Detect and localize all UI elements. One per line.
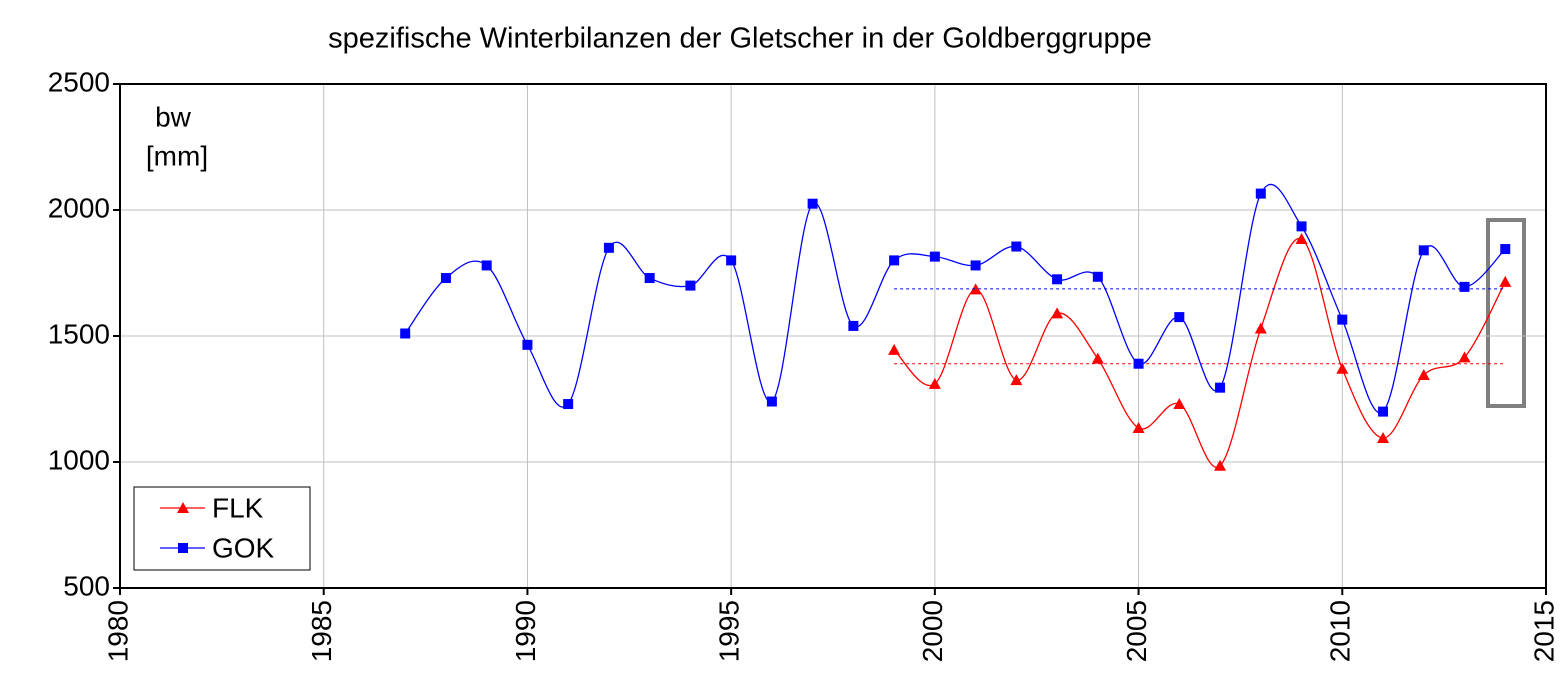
data-point xyxy=(888,343,901,355)
data-point xyxy=(603,242,614,253)
y-tick-label: 500 xyxy=(63,570,110,601)
data-point xyxy=(929,251,940,262)
data-point xyxy=(440,273,451,284)
data-point xyxy=(1174,312,1185,323)
x-tick-label: 1995 xyxy=(714,600,745,662)
data-point xyxy=(1051,307,1064,319)
data-point xyxy=(563,399,574,410)
data-point xyxy=(1132,421,1145,433)
data-point xyxy=(481,260,492,271)
data-point xyxy=(644,273,655,284)
y-tick-label: 1500 xyxy=(48,318,110,349)
data-point xyxy=(1418,245,1429,256)
data-point xyxy=(1255,188,1266,199)
data-point xyxy=(1011,241,1022,252)
data-point xyxy=(1295,232,1308,244)
legend-label: FLK xyxy=(212,492,264,523)
data-point xyxy=(969,283,982,295)
data-point xyxy=(1092,271,1103,282)
data-point xyxy=(1052,274,1063,285)
y-axis-label: [mm] xyxy=(146,140,208,171)
data-point xyxy=(1499,275,1512,287)
legend-box xyxy=(133,486,311,571)
legend: FLK GOK xyxy=(133,486,311,571)
legend-marker xyxy=(178,543,188,553)
series-line xyxy=(404,184,1506,414)
data-point xyxy=(1417,369,1430,381)
x-tick-label: 1980 xyxy=(102,600,133,662)
data-point xyxy=(807,198,818,209)
data-point xyxy=(1296,221,1307,232)
data-point xyxy=(1337,314,1348,325)
data-point xyxy=(1377,432,1390,444)
x-tick-label: 1985 xyxy=(306,600,337,662)
data-point xyxy=(400,328,411,339)
legend-marker xyxy=(177,502,189,513)
x-tick-label: 2005 xyxy=(1121,600,1152,662)
x-tick-label: 2010 xyxy=(1325,600,1356,662)
legend-label: GOK xyxy=(212,532,275,563)
y-tick-label: 2000 xyxy=(48,192,110,223)
y-tick-label: 1000 xyxy=(48,444,110,475)
data-point xyxy=(726,255,737,266)
data-point xyxy=(1133,358,1144,369)
data-point xyxy=(1500,244,1511,255)
data-point xyxy=(889,255,900,266)
data-point xyxy=(1336,362,1349,374)
data-point xyxy=(766,396,777,407)
y-axis-label: bw xyxy=(155,101,192,132)
y-tick-label: 2500 xyxy=(48,66,110,97)
x-tick-label: 1990 xyxy=(510,600,541,662)
data-point xyxy=(1215,382,1226,393)
data-point xyxy=(1458,351,1471,363)
data-point xyxy=(970,260,981,271)
data-point xyxy=(848,320,859,331)
data-point xyxy=(1378,406,1389,417)
data-point xyxy=(928,377,941,389)
highlight-box xyxy=(1486,218,1526,408)
plot-border xyxy=(119,83,1547,589)
x-tick-label: 2015 xyxy=(1528,600,1559,662)
data-point xyxy=(685,280,696,291)
data-point xyxy=(522,339,533,350)
data-point xyxy=(1173,398,1186,410)
x-tick-label: 2000 xyxy=(917,600,948,662)
data-point xyxy=(1459,281,1470,292)
data-point xyxy=(1254,322,1267,334)
data-point xyxy=(1091,352,1104,364)
data-point xyxy=(1214,459,1227,471)
data-point xyxy=(1010,374,1023,386)
chart-title: spezifische Winterbilanzen der Gletscher… xyxy=(328,23,1152,55)
series-line xyxy=(893,238,1506,468)
